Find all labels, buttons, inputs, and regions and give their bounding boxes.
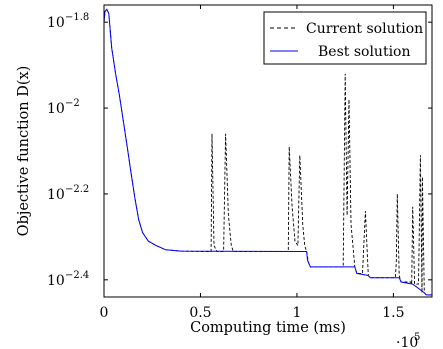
- plot-frame: [103, 4, 433, 298]
- x-multiplier-exponent: 5: [414, 332, 420, 343]
- y-tick-label-base: 10: [47, 273, 65, 289]
- x-tick-label: 1: [292, 305, 301, 321]
- x-tick-label: 0: [100, 305, 109, 321]
- x-multiplier: ·10 5: [396, 332, 420, 349]
- y-tick-label-base: 10: [47, 101, 65, 117]
- y-tick-label-exponent: −2.4: [65, 270, 89, 281]
- legend-label-current: Current solution: [306, 21, 423, 37]
- x-tick-label: 1.5: [382, 305, 404, 321]
- y-tick-label-exponent: −1.8: [65, 12, 89, 23]
- legend-label-best: Best solution: [318, 44, 411, 60]
- y-axis-label: Objective function D(x): [16, 66, 32, 237]
- legend-box: [263, 11, 427, 65]
- series-line-best-solution: [103, 8, 432, 296]
- x-multiplier-base: ·10: [396, 335, 418, 349]
- y-tick-label-base: 10: [47, 187, 65, 203]
- x-tick-label: 0.5: [189, 305, 211, 321]
- y-tick-label-base: 10: [47, 15, 65, 31]
- y-tick-label-exponent: −2.2: [65, 184, 89, 195]
- y-tick-label-exponent: −2: [65, 98, 80, 109]
- x-axis-label: Computing time (ms): [190, 320, 346, 336]
- legend: Current solution Best solution: [263, 11, 427, 65]
